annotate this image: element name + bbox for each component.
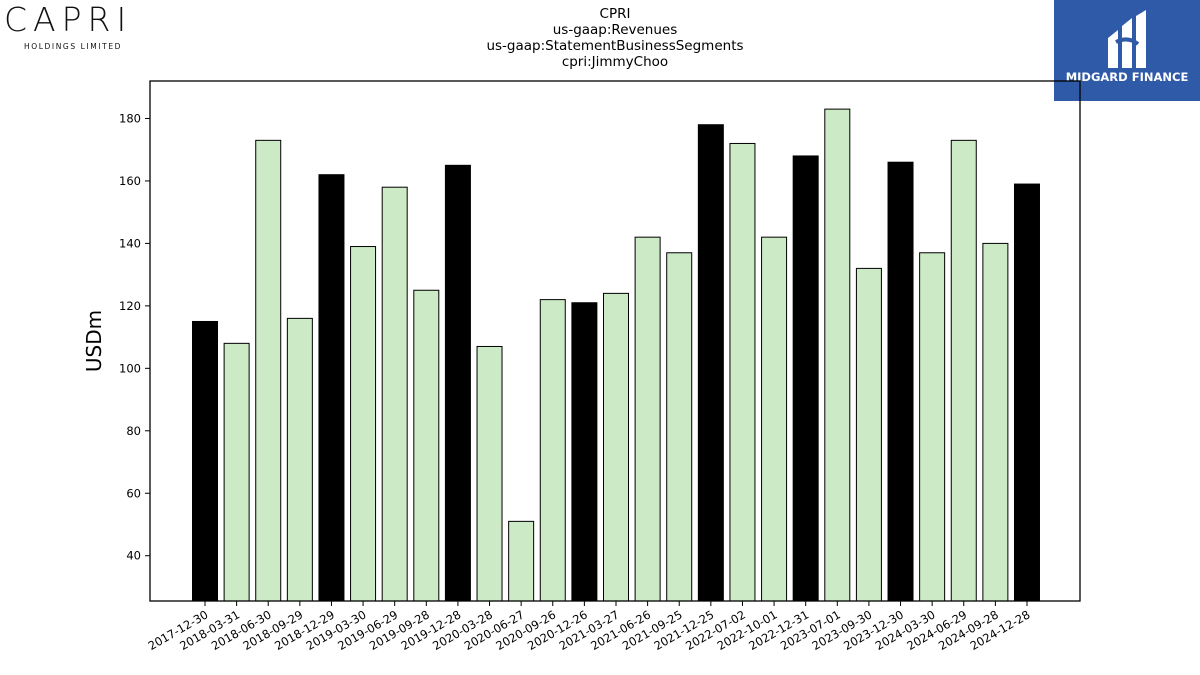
y-tick-label-80: 80	[126, 424, 141, 438]
bar-2019-09-28	[413, 289, 440, 602]
bar-2018-03-31	[223, 342, 250, 602]
plot-frame	[149, 80, 1081, 602]
bar-2018-06-30	[255, 139, 282, 602]
chart-title-line-2: us-gaap:Revenues	[552, 22, 678, 38]
bar-2020-09-26	[539, 299, 566, 602]
bar-2023-12-30	[887, 161, 914, 602]
y-tick-label-100: 100	[119, 361, 141, 375]
y-tick-label-120: 120	[119, 299, 141, 313]
y-tick-label-160: 160	[119, 174, 141, 188]
bar-2021-09-25	[666, 252, 693, 602]
bar-2022-10-01	[761, 236, 788, 602]
bar-2017-12-30	[192, 320, 218, 602]
midgard-mark-icon	[1108, 10, 1146, 68]
midgard-logo-name: MIDGARD FINANCE	[1065, 70, 1189, 84]
bar-2022-07-02	[729, 142, 756, 602]
chart-title-line-3: us-gaap:StatementBusinessSegments	[486, 38, 744, 54]
bar-2023-07-01	[824, 108, 851, 602]
bar-2021-06-26	[634, 236, 661, 602]
bar-2023-09-30	[855, 267, 882, 602]
capri-logo: CAPRI HOLDINGS LIMITED	[4, 2, 154, 54]
midgard-finance-logo: MIDGARD FINANCE	[1054, 0, 1200, 101]
y-axis-label: USDm	[82, 310, 106, 372]
chart-title-line-4: cpri:JimmyChoo	[561, 54, 669, 70]
bar-2020-12-26	[571, 302, 598, 602]
bar-2020-06-27	[508, 520, 535, 602]
bar-2019-03-30	[350, 246, 377, 602]
bar-2024-09-28	[982, 242, 1009, 602]
capri-logo-brand: CAPRI	[4, 0, 133, 39]
y-tick-label-60: 60	[126, 486, 141, 500]
chart-titles: CPRI us-gaap:Revenues us-gaap:StatementB…	[465, 6, 765, 70]
bar-2021-12-25	[697, 124, 724, 602]
chart-title-line-1: CPRI	[599, 6, 631, 22]
bar-2024-03-30	[919, 252, 946, 602]
bar-2020-03-28	[476, 345, 503, 602]
bar-2019-06-29	[381, 186, 408, 602]
bar-2019-12-28	[444, 164, 471, 602]
y-tick-label-40: 40	[126, 549, 141, 563]
bar-2022-12-31	[792, 155, 819, 602]
bar-2021-03-27	[603, 292, 629, 602]
y-tick-label-180: 180	[119, 111, 141, 125]
bar-2018-12-29	[318, 174, 345, 602]
capri-logo-subtitle: HOLDINGS LIMITED	[24, 42, 123, 51]
bar-2024-12-28	[1013, 183, 1040, 602]
y-tick-label-140: 140	[119, 236, 141, 250]
bar-2018-09-29	[286, 317, 313, 602]
bar-2024-06-29	[950, 139, 977, 602]
